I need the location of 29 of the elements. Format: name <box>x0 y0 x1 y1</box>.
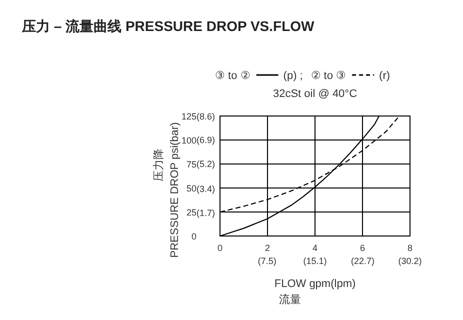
x-tick-label: 8 <box>407 243 413 253</box>
y2-tick-label: (8.6) <box>196 112 215 122</box>
x-tick-label: 6 <box>360 243 366 253</box>
y2-tick-label: (3.4) <box>196 184 215 194</box>
y-axis-title: 压力降 PRESSURE DROP psi(bar) <box>152 122 181 258</box>
y-tick-label: 50 <box>186 184 196 194</box>
y-tick-label: 100 <box>181 136 196 146</box>
x-axis-title: FLOW gpm(lpm) 流量 <box>274 278 356 306</box>
x-tick-label: 4 <box>312 243 318 253</box>
x2-tick-label: (15.1) <box>303 256 327 266</box>
text: ③ to ② <box>215 70 250 82</box>
y2-tick-label: (6.9) <box>196 135 215 146</box>
y-tick-label: 0 <box>191 232 196 242</box>
x-tick-label: 0 <box>217 243 223 253</box>
x-tick-label: 2 <box>264 243 270 253</box>
legend-label: (r) <box>379 70 390 82</box>
x2-tick-label: (7.5) <box>258 256 276 266</box>
legend-label: (p) <box>283 70 297 82</box>
x2-tick-label: (22.7) <box>351 256 375 266</box>
x2-tick-label: (30.2) <box>398 256 422 266</box>
chart-title: 压力 – 流量曲线 PRESSURE DROP VS.FLOW <box>21 18 316 34</box>
text: ② to ③ <box>310 70 346 82</box>
y2-tick-label: (5.2) <box>196 158 215 169</box>
y-tick-label: 75 <box>186 160 196 170</box>
y-tick-label: 125 <box>181 112 196 122</box>
y-tick-label: 25 <box>186 208 196 218</box>
chart-subtitle: 32cSt oil @ 40°C <box>272 88 358 100</box>
y2-tick-label: (1.7) <box>196 208 215 218</box>
text: ; <box>300 70 303 82</box>
